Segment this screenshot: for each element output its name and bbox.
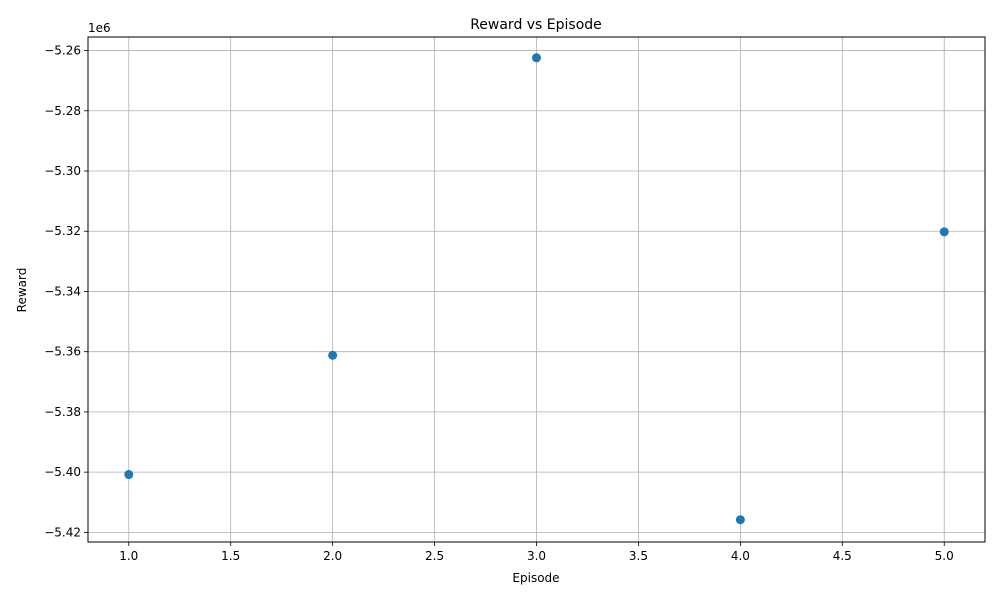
x-tick-label: 2.5 — [425, 549, 444, 563]
y-tick-label: −5.36 — [44, 345, 81, 359]
data-points — [124, 53, 949, 525]
x-tick-label: 4.5 — [833, 549, 852, 563]
y-tick-label: −5.28 — [44, 104, 81, 118]
y-tick-label: −5.30 — [44, 164, 81, 178]
x-axis-ticks: 1.0 1.5 2.0 2.5 3.0 3.5 4.0 4.5 5.0 — [119, 542, 954, 563]
y-tick-label: −5.34 — [44, 284, 81, 298]
y-axis-ticks: −5.42 −5.40 −5.38 −5.36 −5.34 −5.32 −5.30 −5.28… — [44, 44, 88, 539]
y-tick-label: −5.42 — [44, 525, 81, 539]
data-point — [328, 350, 338, 360]
x-tick-label: 1.5 — [221, 549, 240, 563]
x-axis-title: Episode — [512, 571, 559, 585]
data-point — [532, 53, 541, 63]
y-tick-label: −5.32 — [44, 224, 81, 238]
data-point — [735, 515, 745, 525]
y-axis-offset-text: 1e6 — [88, 21, 111, 35]
x-tick-label: 4.0 — [731, 549, 750, 563]
data-point — [939, 227, 949, 237]
y-tick-label: −5.40 — [44, 465, 81, 479]
x-tick-label: 3.5 — [629, 549, 648, 563]
y-axis-title: Reward — [15, 268, 29, 313]
x-tick-label: 3.0 — [527, 549, 546, 563]
chart-title: Reward vs Episode — [470, 17, 602, 33]
y-tick-label: −5.26 — [44, 44, 81, 58]
x-tick-label: 2.0 — [323, 549, 342, 563]
x-tick-label: 5.0 — [935, 549, 954, 563]
data-point — [124, 470, 134, 480]
x-tick-label: 1.0 — [119, 549, 138, 563]
y-tick-label: −5.38 — [44, 405, 81, 419]
grid-lines — [88, 37, 985, 542]
